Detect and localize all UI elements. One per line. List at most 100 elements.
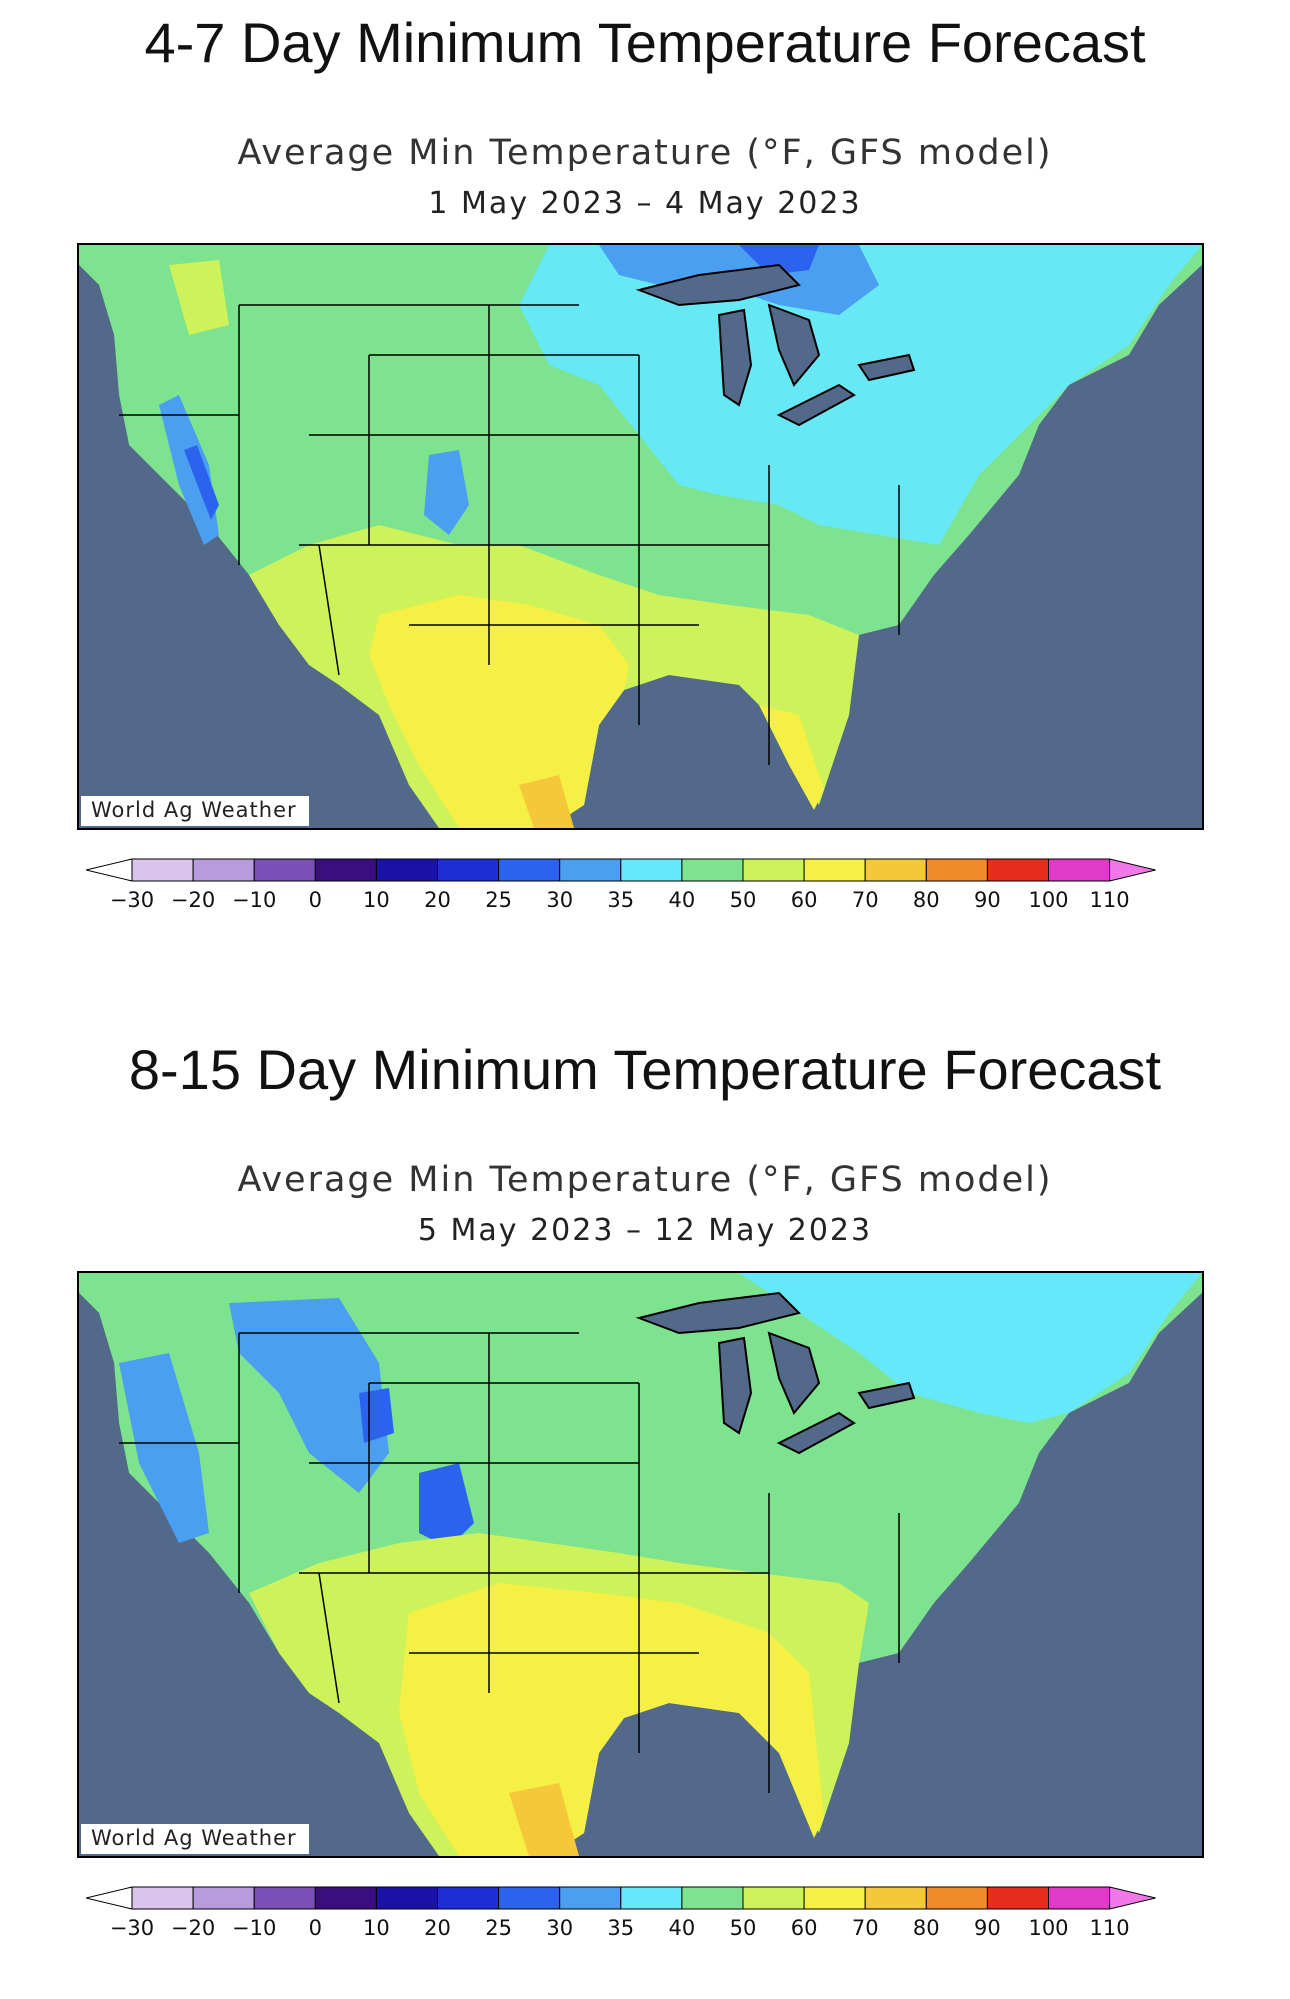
map-subtitle: Average Min Temperature (°F, GFS model) <box>237 133 1053 173</box>
colorbar-swatch <box>253 858 316 882</box>
lake-superior <box>635 1291 801 1335</box>
colorbar-swatch <box>620 858 683 882</box>
colorbar-label: −20 <box>171 1916 215 1940</box>
colorbar-swatch <box>620 1886 683 1910</box>
colorbar-swatch <box>742 858 805 882</box>
temperature-colorbar: −30 −20 −10 0 10 20 25 30 35 40 50 60 70 80 90 100 110 <box>86 858 1156 912</box>
deep-blue-wyoming <box>359 1388 394 1443</box>
colorbar-label: 50 <box>730 1916 757 1940</box>
colorbar-label: 0 <box>309 1916 322 1940</box>
colorbar-swatch <box>681 1886 744 1910</box>
colorbar-swatch <box>192 858 255 882</box>
atlantic-ocean <box>819 1293 1202 1856</box>
colorbar-label: 10 <box>363 1916 390 1940</box>
map-watermark: World Ag Weather <box>81 1824 309 1854</box>
colorbar-label: 100 <box>1028 1916 1068 1940</box>
panel-heading: 8-15 Day Minimum Temperature Forecast <box>128 1038 1162 1101</box>
date-range: 5 May 2023 – 12 May 2023 <box>417 1213 873 1248</box>
us-map-graphic <box>79 1273 1202 1856</box>
pacific-ocean <box>79 1293 439 1856</box>
colorbar-swatch <box>925 1886 988 1910</box>
state-boundaries <box>119 304 900 765</box>
colorbar-swatch <box>314 858 377 882</box>
colorbar-label: −30 <box>110 888 154 912</box>
lake-erie <box>776 383 856 427</box>
colorbar-label: 30 <box>546 1916 573 1940</box>
colorbar-labels: −30 −20 −10 0 10 20 25 30 35 40 50 60 70 80 90 100 110 <box>110 1916 1130 1940</box>
colorbar-swatch <box>314 1886 377 1910</box>
colorbar-swatch <box>803 858 866 882</box>
colorbar-swatch <box>986 1886 1050 1910</box>
colorbar-swatch <box>498 858 561 882</box>
colorbar-label: 25 <box>485 1916 512 1940</box>
colorbar-swatch <box>437 858 500 882</box>
colorbar-label: −10 <box>232 1916 276 1940</box>
lake-superior <box>635 263 801 307</box>
temperature-colorbar: −30 −20 −10 0 10 20 25 30 35 40 50 60 70 80 90 100 110 <box>86 1886 1156 1940</box>
colorbar-swatch <box>742 1886 805 1910</box>
blue-zone-northwest <box>229 1298 389 1493</box>
temperature-map: World Ag Weather <box>77 243 1204 830</box>
colorbar-label: 30 <box>546 888 573 912</box>
lake-erie <box>776 1411 856 1455</box>
lake-huron <box>767 303 821 387</box>
colorbar-label: 20 <box>424 888 451 912</box>
colorbar-label: 90 <box>974 1916 1001 1940</box>
colorbar-label: 35 <box>607 888 634 912</box>
colorbar-swatch <box>375 1886 438 1910</box>
lake-huron <box>767 1331 821 1415</box>
colorbar-label: 60 <box>791 1916 818 1940</box>
colorbar-label: 80 <box>913 888 940 912</box>
colorbar-label: 35 <box>607 1916 634 1940</box>
map-watermark: World Ag Weather <box>81 796 309 826</box>
us-map-graphic <box>79 245 1202 828</box>
colorbar-swatch <box>559 1886 622 1910</box>
colorbar-high-tip <box>1109 1886 1156 1910</box>
colorbar-swatch <box>864 1886 927 1910</box>
colorbar-segments <box>86 1886 1156 1910</box>
colorbar-label: 100 <box>1028 888 1068 912</box>
panel-heading: 4-7 Day Minimum Temperature Forecast <box>144 11 1146 74</box>
yellow-texas <box>369 595 629 828</box>
colorbar-swatch <box>1048 858 1111 882</box>
colorbar-swatch <box>131 1886 194 1910</box>
colorbar-label: 70 <box>852 888 879 912</box>
date-range: 1 May 2023 – 4 May 2023 <box>428 186 862 221</box>
colorbar-swatch <box>925 858 988 882</box>
colorbar-label: 60 <box>791 888 818 912</box>
orange-south-texas <box>509 1783 579 1856</box>
colorbar-label: −30 <box>110 1916 154 1940</box>
colorbar-label: 20 <box>424 1916 451 1940</box>
atlantic-ocean <box>819 265 1202 828</box>
colorbar-label: 80 <box>913 1916 940 1940</box>
colorbar-label: 50 <box>730 888 757 912</box>
colorbar-low-tip <box>86 1886 133 1910</box>
colorbar-swatch <box>375 858 438 882</box>
yellow-south-central <box>399 1583 824 1856</box>
blue-zone-colorado <box>424 450 469 535</box>
colorbar-label: 0 <box>309 888 322 912</box>
colorbar-segments <box>86 858 1156 882</box>
orange-south-texas <box>519 775 574 828</box>
colorbar-swatch <box>498 1886 561 1910</box>
yellow-florida <box>759 705 824 810</box>
colorbar-swatch <box>1048 1886 1111 1910</box>
lake-michigan <box>717 308 753 407</box>
deep-blue-zone <box>739 245 819 275</box>
colorbar-swatch <box>437 1886 500 1910</box>
lake-ontario <box>857 353 916 382</box>
colorbar-swatch <box>803 1886 866 1910</box>
colorbar-labels: −30 −20 −10 0 10 20 25 30 35 40 50 60 70 80 90 100 110 <box>110 888 1130 912</box>
gulf-of-mexico <box>584 1703 839 1856</box>
colorbar-label: 70 <box>852 1916 879 1940</box>
colorbar-label: 25 <box>485 888 512 912</box>
map-subtitle: Average Min Temperature (°F, GFS model) <box>237 1160 1053 1200</box>
pacific-ocean <box>79 265 439 828</box>
colorbar-label: −20 <box>171 888 215 912</box>
gulf-of-mexico <box>584 675 839 828</box>
colorbar-label: 10 <box>363 888 390 912</box>
state-boundaries <box>119 1332 900 1793</box>
colorbar-label: −10 <box>232 888 276 912</box>
blue-zone-west <box>159 395 219 545</box>
colorbar-swatch <box>559 858 622 882</box>
